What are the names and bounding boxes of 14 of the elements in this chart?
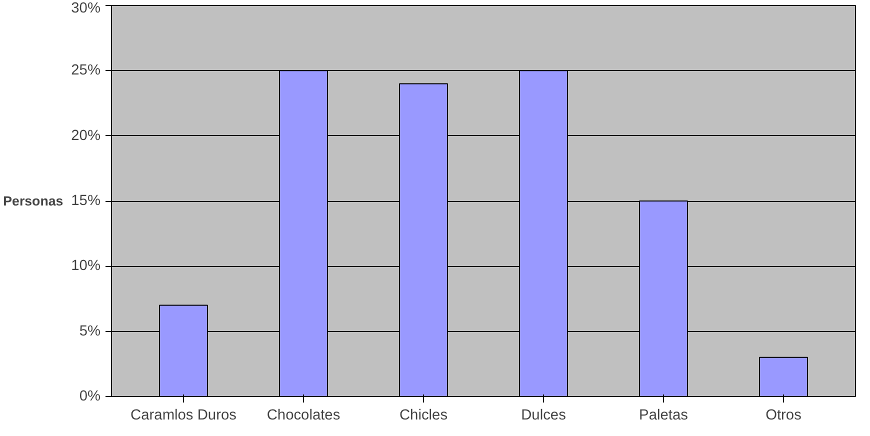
y-tick-label: 25%: [71, 62, 101, 79]
x-tick-label: Caramlos Duros: [130, 408, 236, 424]
y-tick-label: 0%: [79, 388, 101, 404]
y-tick-label: 30%: [71, 0, 101, 16]
y-tick-label: 20%: [71, 128, 101, 144]
y-axis-title: Personas: [3, 194, 64, 208]
x-tick-label: Paletas: [639, 408, 688, 424]
y-tick-label: 15%: [71, 193, 101, 209]
x-tick-label: Chicles: [399, 408, 448, 424]
y-tick-label: 5%: [79, 323, 101, 340]
x-tick-label: Dulces: [521, 408, 566, 424]
y-tick-label: 10%: [71, 258, 101, 274]
x-tick-label: Otros: [766, 408, 802, 424]
x-tick-label: Chocolates: [266, 408, 340, 424]
